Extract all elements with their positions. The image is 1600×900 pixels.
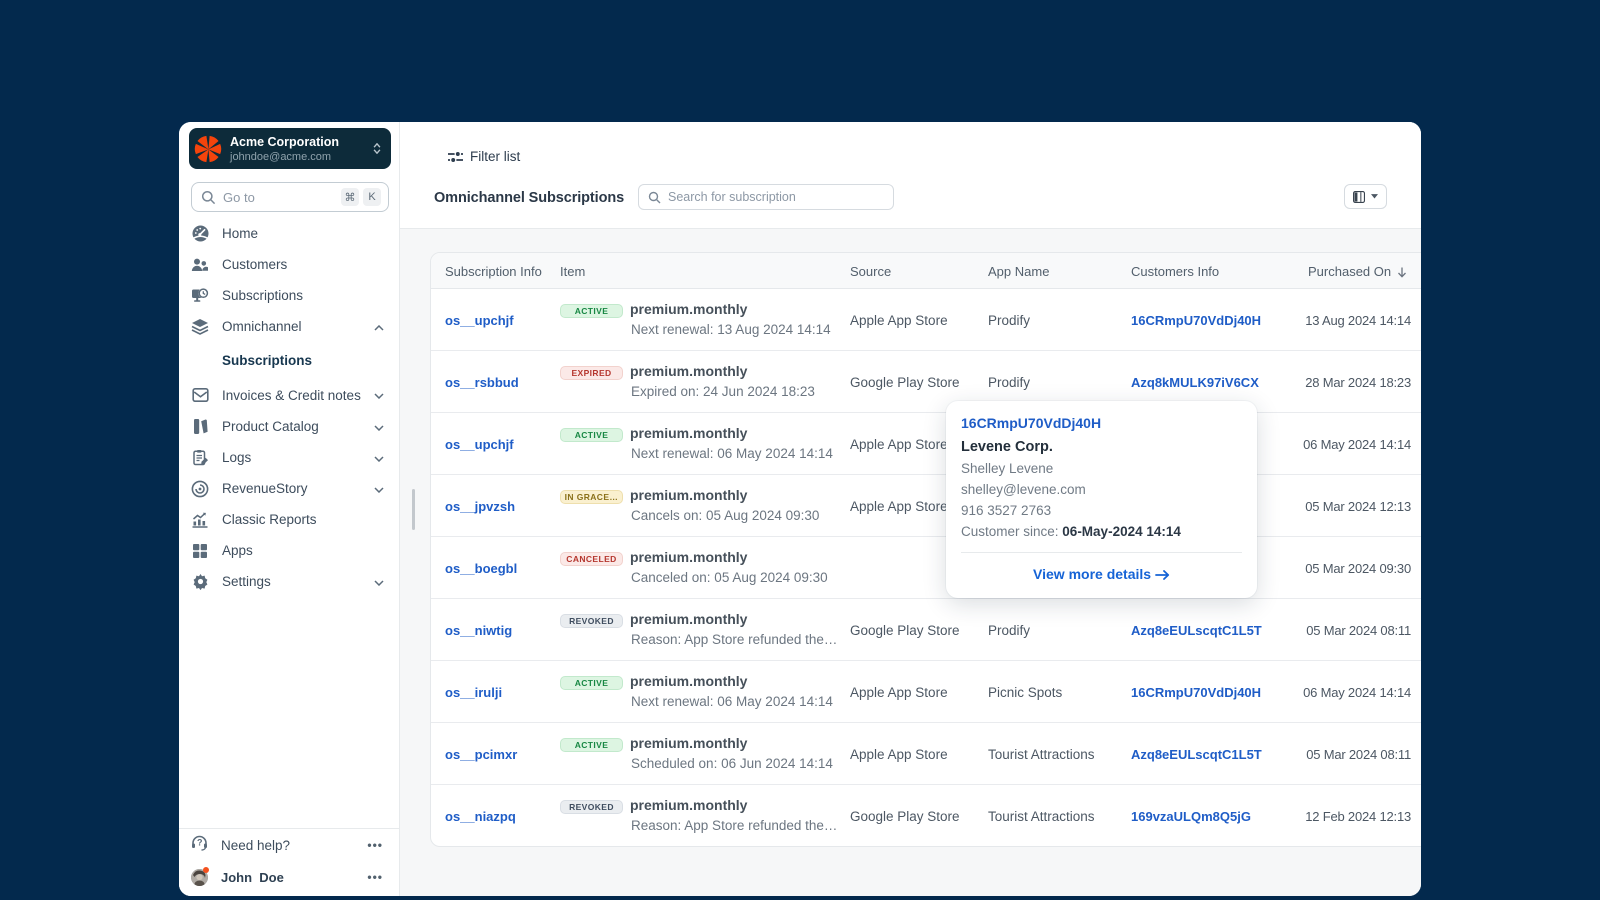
svg-text:?: ? <box>197 838 203 848</box>
